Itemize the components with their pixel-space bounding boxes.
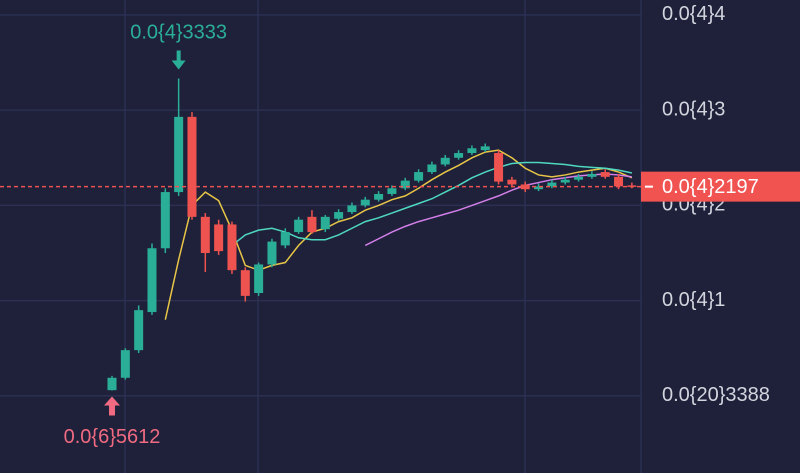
candle-body [574,176,584,180]
low-annotation-label: 0.0{6}5612 [64,426,161,448]
candle-body [187,116,197,217]
y-tick-label: 0.0{4}3 [662,98,725,120]
candle-body [200,216,210,254]
candle-body [227,224,237,271]
candle-body [254,264,264,294]
candle-body [414,172,424,181]
candle-body [387,188,397,194]
moving-average-line [231,161,633,246]
candle-body [107,377,117,391]
candle-body [334,212,344,219]
candle-body [547,182,557,187]
candle-body [280,232,290,246]
candle-body [587,173,597,177]
candle-body [240,270,250,296]
price-tag [641,171,800,202]
candle-body [214,224,224,252]
candle-body [494,153,504,182]
candle-body [294,219,304,233]
candle-body [614,176,624,187]
moving-average-line [164,149,633,320]
candle-body [440,157,450,165]
candle-body [600,172,610,177]
candle-body [320,216,330,230]
candle-body [400,180,410,189]
candle-body [374,193,384,200]
candle-body [347,205,357,213]
candle-body [480,146,490,151]
candle-body [467,148,477,154]
candle-body [534,186,544,190]
candle-body [147,248,157,313]
candle-body [174,116,184,193]
high-annotation-label: 0.0{4}3333 [130,22,227,44]
low-arrow [104,396,120,416]
candle-body [120,350,130,378]
candle-body [160,192,170,249]
candle-body [360,199,370,206]
candle-body [454,153,464,158]
candle-body [427,164,437,173]
candle-body [307,216,317,233]
candle-body [560,179,570,183]
candle-body [507,179,517,185]
y-tick-label: 0.0{4}1 [662,289,725,311]
high-arrow [171,50,186,70]
y-tick-label: 0.0{4}4 [662,3,725,25]
y-tick-label: 0.0{20}3388 [662,384,770,406]
candle-body [267,241,277,265]
price-tag-label: 0.0{4}2197 [662,176,759,198]
candle-body [134,310,144,351]
